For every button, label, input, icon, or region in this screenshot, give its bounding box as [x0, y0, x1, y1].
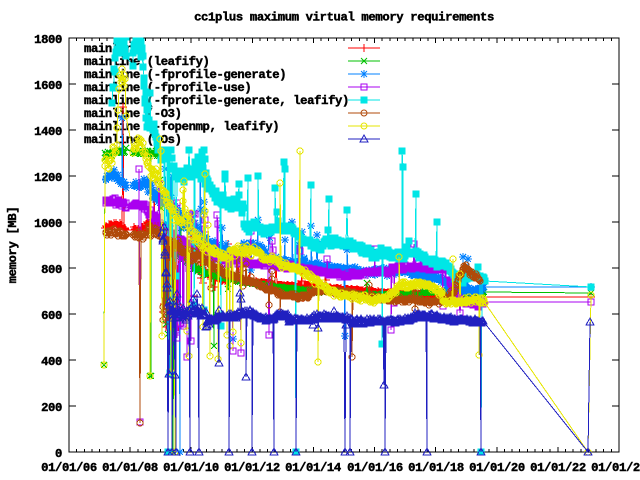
- svg-text:mainline (-O3): mainline (-O3): [84, 107, 182, 121]
- svg-text:600: 600: [41, 309, 62, 323]
- svg-text:01/01/22: 01/01/22: [530, 461, 586, 475]
- svg-text:cc1plus maximum virtual memory: cc1plus maximum virtual memory requireme…: [194, 11, 494, 25]
- svg-text:01/01/24: 01/01/24: [591, 461, 640, 475]
- svg-text:memory [MB]: memory [MB]: [6, 207, 20, 284]
- svg-text:mainline (-fopenmp, leafify): mainline (-fopenmp, leafify): [84, 120, 279, 134]
- svg-text:1800: 1800: [34, 33, 62, 47]
- svg-text:0: 0: [55, 447, 62, 461]
- svg-text:1400: 1400: [34, 125, 62, 139]
- svg-text:01/01/06: 01/01/06: [41, 461, 97, 475]
- svg-text:mainline (-Os): mainline (-Os): [84, 133, 182, 147]
- svg-text:01/01/16: 01/01/16: [347, 461, 403, 475]
- svg-text:1600: 1600: [34, 79, 62, 93]
- svg-text:01/01/08: 01/01/08: [102, 461, 158, 475]
- svg-text:mainline (leafify): mainline (leafify): [84, 55, 210, 69]
- svg-text:01/01/18: 01/01/18: [408, 461, 464, 475]
- svg-text:01/01/20: 01/01/20: [469, 461, 525, 475]
- svg-text:1200: 1200: [34, 171, 62, 185]
- svg-text:200: 200: [41, 401, 62, 415]
- svg-text:01/01/12: 01/01/12: [224, 461, 280, 475]
- svg-text:800: 800: [41, 263, 62, 277]
- svg-text:1000: 1000: [34, 217, 62, 231]
- svg-text:mainline (-fprofile-generate,: mainline (-fprofile-generate, leafify): [84, 94, 349, 108]
- svg-text:400: 400: [41, 355, 62, 369]
- svg-text:mainline (-fprofile-use): mainline (-fprofile-use): [84, 81, 251, 95]
- svg-text:mainline (-fprofile-generate): mainline (-fprofile-generate): [84, 68, 286, 82]
- svg-text:01/01/14: 01/01/14: [285, 461, 341, 475]
- svg-text:01/01/10: 01/01/10: [163, 461, 219, 475]
